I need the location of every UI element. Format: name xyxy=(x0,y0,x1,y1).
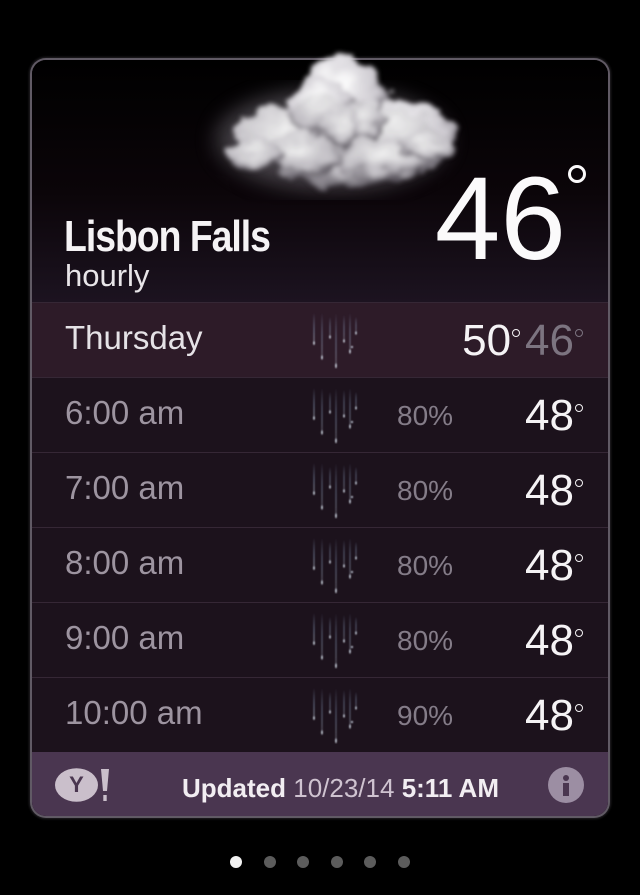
svg-text:Y: Y xyxy=(69,772,84,797)
